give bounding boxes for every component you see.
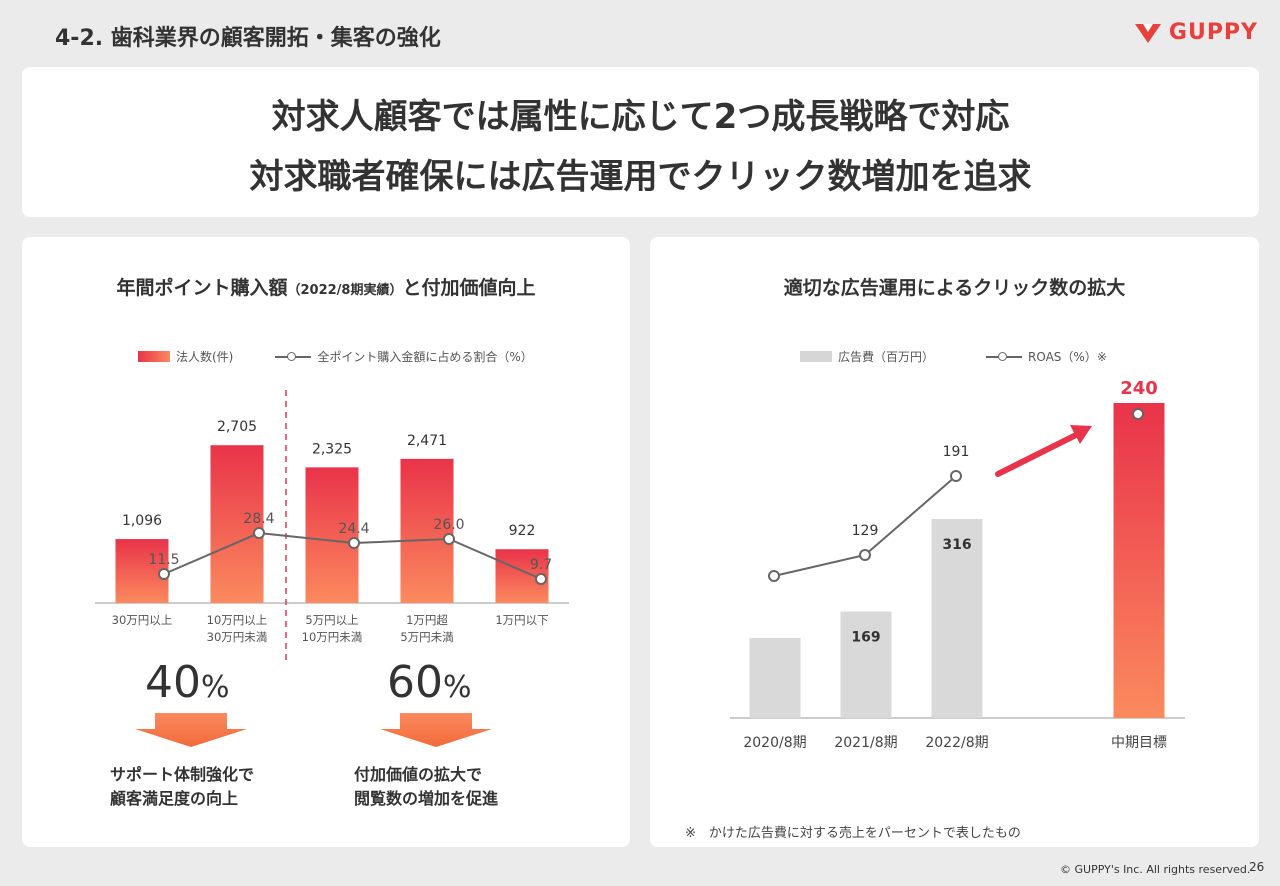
bar [840, 611, 892, 718]
line-value-label: 26.0 [433, 517, 464, 533]
category-label: 30万円以上 [112, 613, 173, 627]
down-arrow-icon [380, 713, 492, 747]
legend-bar-label: 広告費（百万円） [838, 350, 935, 364]
guppy-logo-icon [1134, 23, 1161, 43]
legend-line-swatch [986, 351, 1023, 363]
bar [749, 638, 801, 718]
brand-logo: GUPPY [1133, 20, 1258, 45]
line-point [348, 537, 360, 549]
bar-value-label: 316 [942, 537, 971, 553]
bar-value-label: 922 [509, 523, 536, 539]
target-roas-label: 240 [1120, 378, 1158, 399]
category-label: 10万円以上 [207, 613, 268, 627]
category-label: 1万円以下 [495, 613, 548, 627]
bar-value-label: 1,096 [122, 513, 162, 529]
line-point [859, 549, 871, 561]
copyright: © GUPPY's Inc. All rights reserved. [1060, 863, 1251, 876]
page-title: 4-2. 歯科業界の顧客開拓・集客の強化 [55, 26, 441, 51]
left-title-tail: と付加価値向上 [402, 277, 536, 299]
right-legend: 広告費（百万円） ROAS（%）※ [800, 348, 1107, 365]
legend-line-label: ROAS（%）※ [1028, 350, 1107, 364]
left-caption: サポート体制強化で 顧客満足度の向上 [110, 763, 254, 811]
line-point [158, 568, 170, 580]
line-point [443, 533, 455, 545]
line-point [253, 527, 265, 539]
logo-text: GUPPY [1168, 20, 1258, 45]
right-share-unit: % [443, 670, 472, 705]
category-label: 10万円未満 [302, 630, 363, 644]
right-share-value: 60% [387, 657, 472, 708]
legend-line-swatch [275, 351, 312, 363]
line-point [535, 573, 547, 585]
bar [931, 518, 983, 718]
category-label: 30万円未満 [207, 630, 268, 644]
line-point [768, 570, 780, 582]
bar [400, 458, 454, 603]
line-point [950, 470, 962, 482]
line-value-label: 28.4 [243, 511, 274, 527]
category-label: 5万円以上 [305, 613, 358, 627]
category-label: 1万円超 [406, 613, 448, 627]
right-caption-line-1: 付加価値の拡大で [354, 765, 483, 784]
left-caption-line-1: サポート体制強化で [110, 765, 255, 784]
category-label: 中期目標 [1111, 735, 1167, 751]
right-chart: 2020/8期 169 2021/8期 316 2022/8期 中期目標 129 191 240 [730, 378, 1185, 751]
category-label: 5万円未満 [400, 630, 453, 644]
bar-value-label: 2,705 [217, 419, 257, 435]
page-number: 26 [1249, 860, 1265, 874]
legend-bar-swatch [138, 351, 170, 362]
left-title-main: 年間ポイント購入額 [116, 277, 288, 299]
bar-value-label: 2,325 [312, 441, 352, 457]
growth-arrow-icon [995, 425, 1092, 477]
left-panel-title: 年間ポイント購入額（2022/8期実績）と付加価値向上 [22, 273, 630, 300]
bar-value-label: 2,471 [407, 433, 447, 449]
left-caption-line-2: 顧客満足度の向上 [110, 789, 239, 808]
bar [210, 445, 264, 603]
right-caption-line-2: 閲覧数の増加を促進 [354, 789, 499, 808]
bar [1113, 403, 1165, 718]
right-share-number: 60 [387, 657, 443, 708]
legend-bar-label: 法人数(件) [176, 350, 234, 364]
left-chart: 1,096 30万円以上 2,705 10万円以上 30万円未満 2,325 5万円以上 10… [95, 390, 569, 660]
left-title-sub: （2022/8期実績） [287, 283, 403, 298]
line-value-label: 9.7 [530, 557, 552, 573]
line-value-label: 11.5 [148, 552, 179, 568]
left-legend: 法人数(件) 全ポイント購入金額に占める割合（%） [138, 348, 533, 365]
left-share-unit: % [201, 670, 230, 705]
right-panel-title: 適切な広告運用によるクリック数の拡大 [783, 277, 1126, 299]
left-share-number: 40 [145, 657, 201, 708]
down-arrow-icon [135, 713, 247, 747]
line-value-label: 24.4 [338, 521, 369, 537]
bar [305, 467, 359, 603]
headline-line-1: 対求人顧客では属性に応じて2つ成長戦略で対応 [271, 97, 1010, 137]
line-value-label: 129 [852, 523, 879, 539]
right-caption: 付加価値の拡大で 閲覧数の増加を促進 [354, 763, 498, 811]
bar-value-label: 169 [851, 630, 880, 646]
category-label: 2022/8期 [925, 735, 988, 751]
headline-line-2: 対求職者確保には広告運用でクリック数増加を追求 [249, 157, 1032, 197]
category-label: 2021/8期 [834, 735, 897, 751]
category-label: 2020/8期 [743, 735, 806, 751]
line-value-label: 191 [943, 444, 970, 460]
left-share-value: 40% [145, 657, 230, 708]
legend-line-label: 全ポイント購入金額に占める割合（%） [317, 350, 533, 364]
line-point [1132, 408, 1144, 420]
legend-bar-swatch [800, 351, 832, 362]
headline-banner: 対求人顧客では属性に応じて2つ成長戦略で対応 対求職者確保には広告運用でクリック… [22, 67, 1259, 217]
roas-footnote: ※ かけた広告費に対する売上をパーセントで表したもの [685, 826, 1021, 841]
